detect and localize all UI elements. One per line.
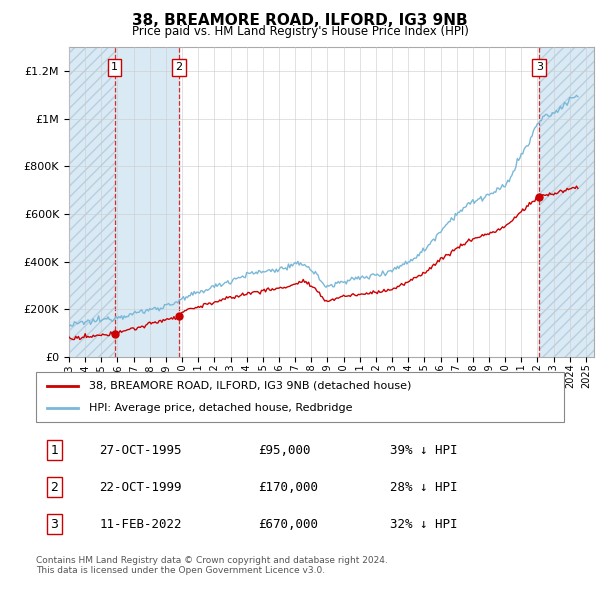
Text: 32% ↓ HPI: 32% ↓ HPI <box>390 518 457 531</box>
Bar <box>69 47 115 357</box>
Text: 27-OCT-1995: 27-OCT-1995 <box>100 444 182 457</box>
Text: 28% ↓ HPI: 28% ↓ HPI <box>390 481 457 494</box>
Text: £670,000: £670,000 <box>258 518 318 531</box>
Text: Contains HM Land Registry data © Crown copyright and database right 2024.
This d: Contains HM Land Registry data © Crown c… <box>36 556 388 575</box>
Bar <box>539 47 594 357</box>
Text: 3: 3 <box>536 63 543 73</box>
Text: 1: 1 <box>111 63 118 73</box>
Text: 38, BREAMORE ROAD, ILFORD, IG3 9NB (detached house): 38, BREAMORE ROAD, ILFORD, IG3 9NB (deta… <box>89 381 411 391</box>
Bar <box>539 47 594 357</box>
Text: HPI: Average price, detached house, Redbridge: HPI: Average price, detached house, Redb… <box>89 403 352 413</box>
FancyBboxPatch shape <box>36 372 564 422</box>
Text: 3: 3 <box>50 518 58 531</box>
Text: 38, BREAMORE ROAD, ILFORD, IG3 9NB: 38, BREAMORE ROAD, ILFORD, IG3 9NB <box>132 13 468 28</box>
Text: £95,000: £95,000 <box>258 444 310 457</box>
Text: 39% ↓ HPI: 39% ↓ HPI <box>390 444 457 457</box>
Text: 1: 1 <box>50 444 58 457</box>
Text: 11-FEB-2022: 11-FEB-2022 <box>100 518 182 531</box>
Bar <box>69 47 115 357</box>
Text: 22-OCT-1999: 22-OCT-1999 <box>100 481 182 494</box>
Text: £170,000: £170,000 <box>258 481 318 494</box>
Bar <box>115 47 179 357</box>
Text: Price paid vs. HM Land Registry's House Price Index (HPI): Price paid vs. HM Land Registry's House … <box>131 25 469 38</box>
Text: 2: 2 <box>175 63 182 73</box>
Text: 2: 2 <box>50 481 58 494</box>
